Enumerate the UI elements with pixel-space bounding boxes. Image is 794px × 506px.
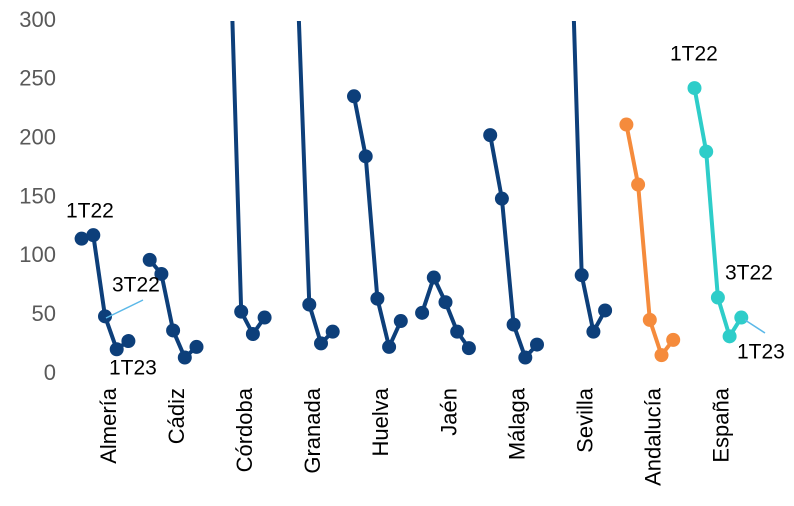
marker bbox=[710, 290, 725, 305]
marker bbox=[666, 332, 681, 347]
line bbox=[352, 95, 403, 349]
marker bbox=[302, 297, 317, 312]
marker bbox=[461, 341, 476, 356]
x-tick-label: Córdoba bbox=[232, 387, 257, 472]
marker bbox=[598, 303, 613, 318]
x-tick-label: Málaga bbox=[504, 387, 529, 460]
y-tick-label: 0 bbox=[44, 360, 56, 385]
marker bbox=[86, 228, 101, 243]
marker bbox=[325, 324, 340, 339]
marker bbox=[166, 323, 181, 338]
marker bbox=[382, 339, 397, 354]
marker bbox=[189, 339, 204, 354]
y-tick-label: 100 bbox=[19, 242, 56, 267]
marker bbox=[734, 310, 749, 325]
marker bbox=[722, 329, 737, 344]
marker bbox=[687, 81, 702, 96]
marker bbox=[109, 342, 124, 357]
y-tick-label: 200 bbox=[19, 124, 56, 149]
marker bbox=[393, 314, 408, 329]
line bbox=[420, 275, 471, 350]
annotation: 3T22 bbox=[725, 262, 773, 285]
marker bbox=[438, 295, 453, 310]
annotation: 3T22 bbox=[112, 274, 160, 297]
line bbox=[296, 21, 335, 346]
marker bbox=[257, 310, 272, 325]
marker bbox=[642, 312, 657, 327]
marker bbox=[142, 252, 157, 267]
line bbox=[230, 21, 267, 336]
marker bbox=[234, 304, 249, 319]
marker bbox=[631, 177, 646, 192]
leader-line bbox=[744, 319, 766, 334]
x-tick-label: Andalucía bbox=[641, 387, 666, 486]
annotation: 1T23 bbox=[737, 341, 785, 364]
marker bbox=[574, 268, 589, 283]
annotation: 1T22 bbox=[66, 200, 114, 223]
x-tick-label: Jaén bbox=[436, 388, 461, 436]
x-tick-label: Granada bbox=[300, 387, 325, 473]
marker bbox=[699, 144, 714, 159]
marker bbox=[654, 348, 669, 363]
x-tick-label: Huelva bbox=[368, 387, 393, 456]
marker bbox=[450, 324, 465, 339]
marker bbox=[74, 231, 89, 246]
x-tick-label: Almería bbox=[96, 387, 121, 464]
x-tick-label: Sevilla bbox=[573, 387, 598, 453]
plot-area bbox=[74, 21, 749, 365]
marker bbox=[483, 128, 498, 143]
marker bbox=[619, 117, 634, 132]
marker bbox=[494, 191, 509, 206]
x-tick-label: Cádiz bbox=[164, 388, 189, 444]
y-tick-label: 150 bbox=[19, 183, 56, 208]
y-tick-label: 50 bbox=[32, 301, 56, 326]
marker bbox=[98, 309, 112, 324]
marker bbox=[154, 266, 169, 281]
marker bbox=[177, 350, 192, 365]
x-tick-label: España bbox=[709, 387, 734, 462]
marker bbox=[518, 350, 533, 365]
marker bbox=[121, 334, 136, 349]
y-tick-label: 250 bbox=[19, 66, 56, 91]
leader-line bbox=[105, 299, 144, 319]
marker bbox=[245, 326, 260, 341]
marker bbox=[415, 305, 430, 320]
y-tick-label: 300 bbox=[19, 7, 56, 32]
marker bbox=[506, 317, 521, 332]
marker bbox=[370, 291, 385, 306]
marker bbox=[347, 89, 361, 104]
annotation: 1T22 bbox=[670, 43, 718, 66]
annotation: 1T23 bbox=[109, 357, 157, 380]
marker bbox=[426, 270, 441, 285]
marker bbox=[314, 336, 328, 351]
marker bbox=[358, 149, 373, 164]
marker bbox=[586, 324, 601, 339]
marker bbox=[530, 337, 544, 352]
